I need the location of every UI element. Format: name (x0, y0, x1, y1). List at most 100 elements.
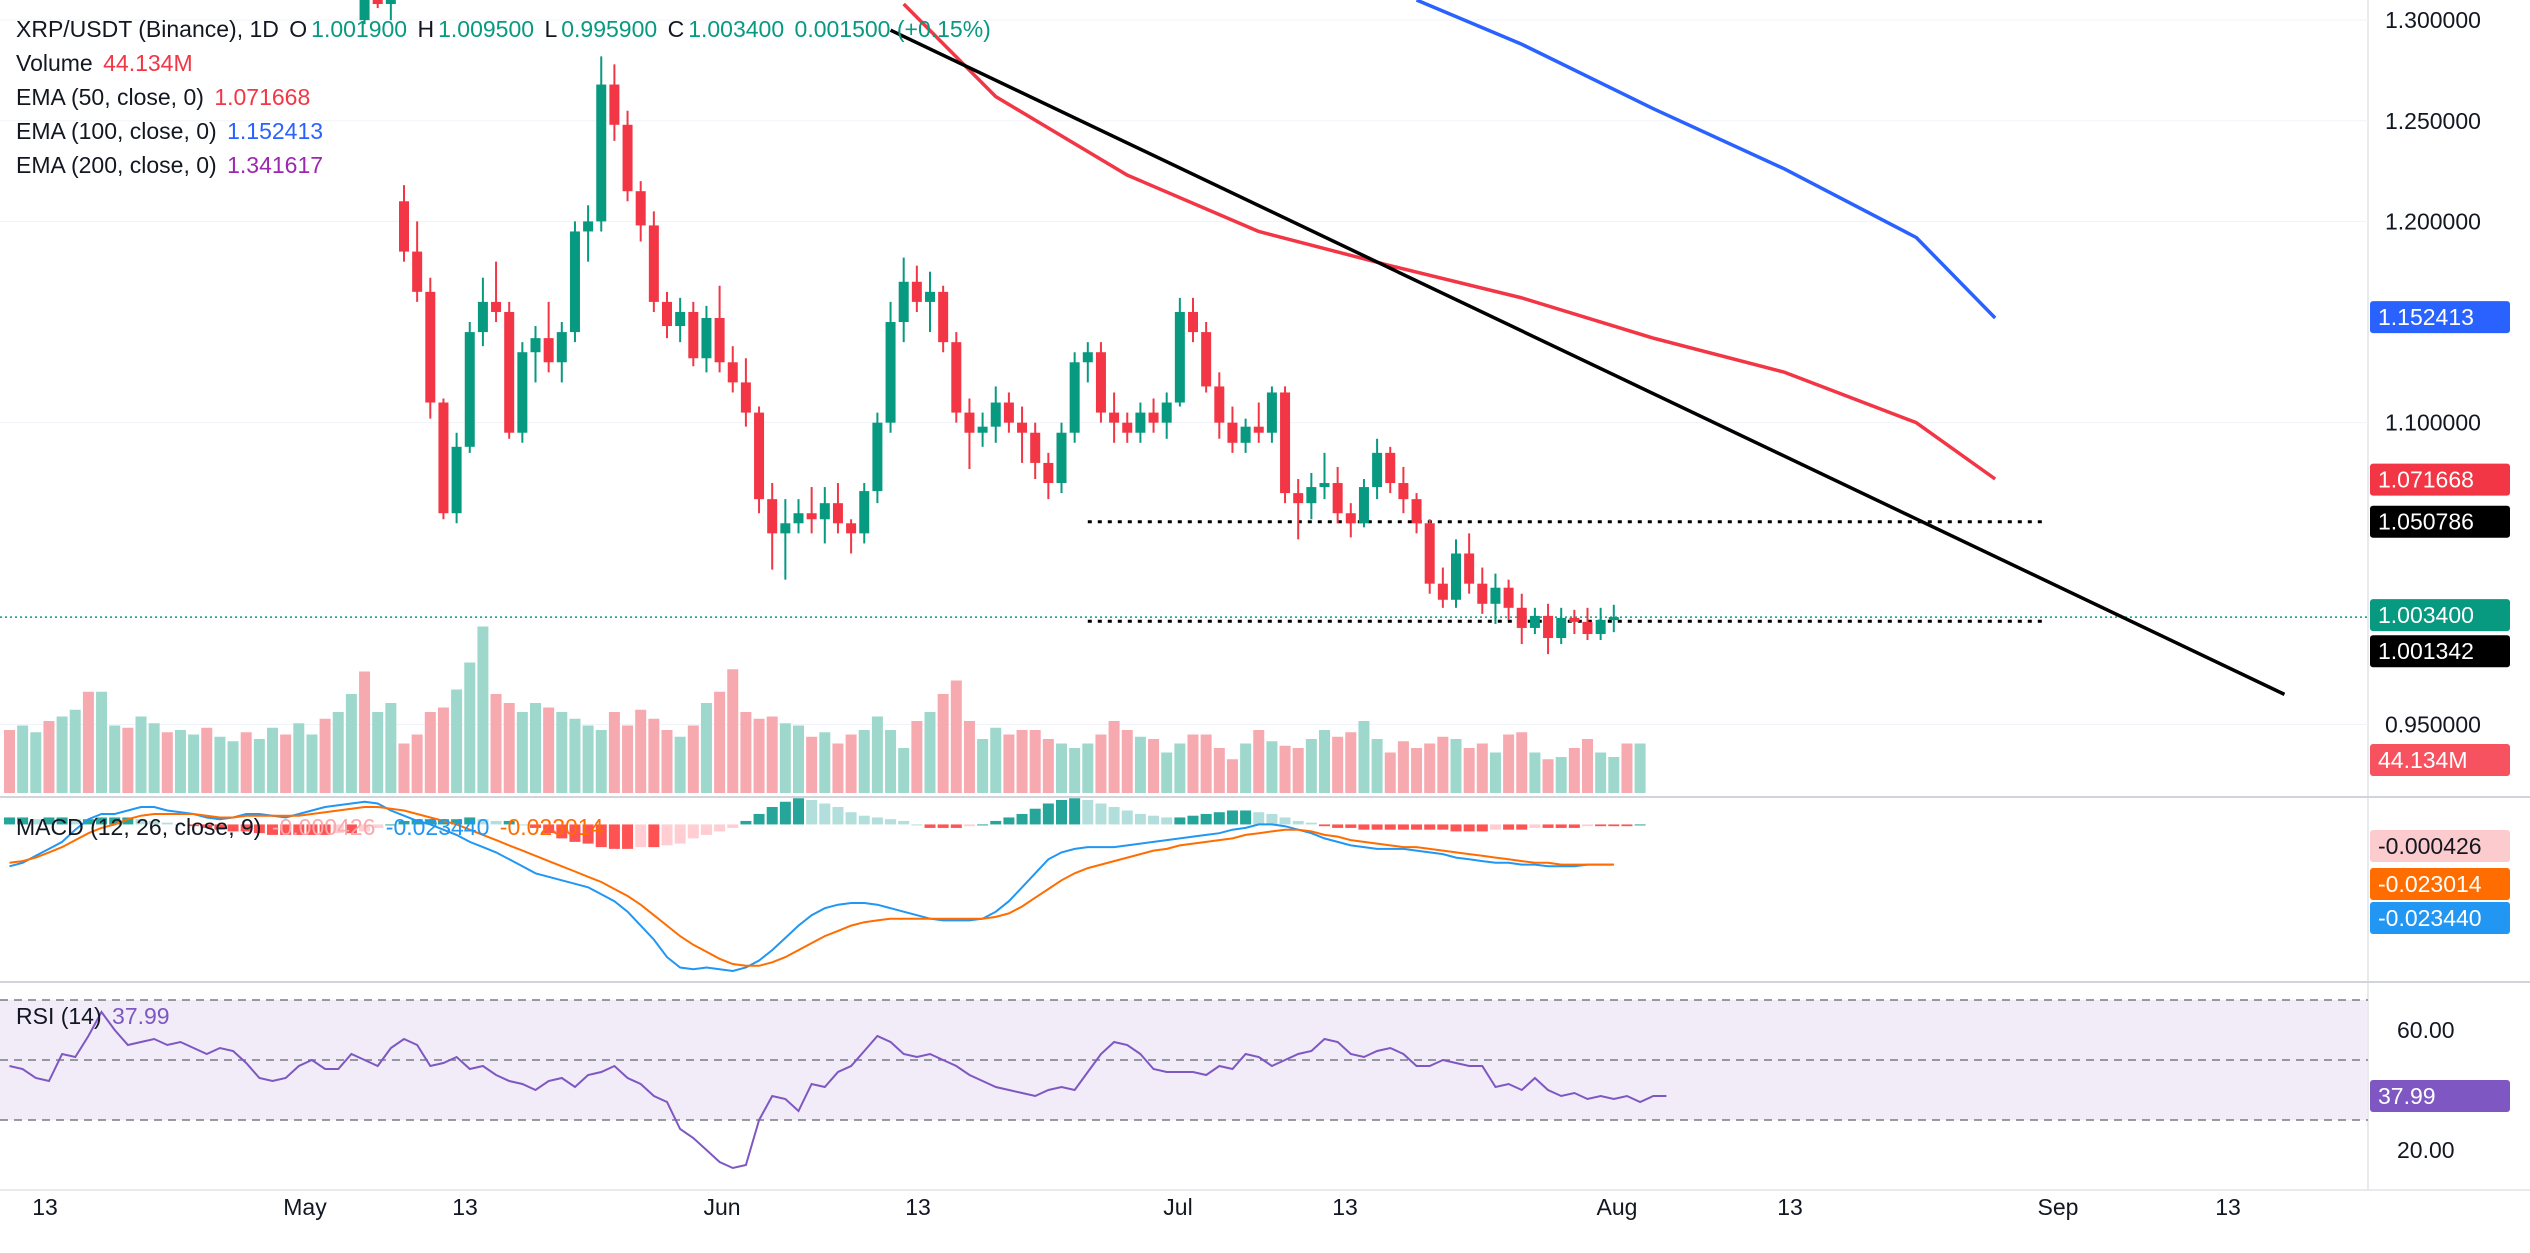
price-badge-bg (2370, 301, 2510, 334)
volume-bar (1292, 748, 1304, 793)
macd-histogram-bar (582, 824, 594, 844)
volume-bar (1450, 739, 1462, 793)
candle-body (1293, 493, 1304, 504)
macd-badge-text: -0.000426 (2378, 833, 2482, 859)
volume-bar (582, 725, 594, 793)
macd-histogram-bar (1345, 824, 1357, 828)
price-badge-text: 1.003400 (2378, 602, 2474, 628)
ema50-label: EMA (50, close, 0) (16, 84, 204, 110)
volume-bar (1108, 721, 1120, 793)
ema100-legend[interactable]: EMA (100, close, 0) 1.152413 (16, 118, 327, 145)
volume-bar (556, 712, 568, 793)
macd-badge-bg (2370, 868, 2510, 900)
volume-bar (950, 680, 962, 793)
price-tick-label: 1.300000 (2385, 7, 2481, 33)
volume-bar (135, 716, 147, 793)
macd-histogram-bar (1108, 806, 1120, 825)
volume-bars (4, 626, 1646, 793)
volume-bar (1134, 736, 1146, 793)
candle-body (491, 301, 502, 312)
symbol-legend: XRP/USDT (Binance), 1D O 1.001900 H 1.0095… (16, 16, 995, 43)
axes: 1.300000 1.250000 1.200000 1.100000 0.950000… (32, 7, 2510, 1220)
macd-histogram-bar (1358, 824, 1370, 830)
candle-body (1214, 386, 1225, 423)
candle-body (1017, 422, 1028, 433)
volume-bar (1424, 743, 1436, 793)
open-value: 1.001900 (311, 16, 408, 42)
macd-legend[interactable]: MACD (12, 26, close, 9) -0.000426 -0.023… (16, 814, 607, 841)
macd-histogram-bar (174, 824, 186, 826)
volume-bar (385, 703, 397, 793)
candle-body (872, 422, 883, 492)
candle-body (1332, 483, 1343, 514)
volume-bar (1042, 739, 1054, 793)
volume-legend[interactable]: Volume 44.134M (16, 50, 197, 77)
candle-body (1188, 311, 1198, 333)
volume-bar (1069, 748, 1081, 793)
rsi-label: RSI (14) (16, 1003, 102, 1029)
volume-bar (17, 725, 29, 793)
macd-histogram-bar (227, 824, 239, 832)
macd-histogram-bar (911, 824, 923, 826)
time-label: 13 (1332, 1194, 1358, 1220)
volume-bar (1595, 752, 1607, 793)
macd-histogram-bar (885, 819, 897, 825)
macd-histogram-bar (1134, 813, 1146, 825)
macd-histogram-bar (267, 824, 278, 835)
rsi-panel (0, 999, 2368, 1170)
candle-body (412, 251, 423, 292)
candle-body (1477, 583, 1488, 604)
macd-histogram-bar (253, 824, 265, 834)
macd-histogram-bar (424, 819, 436, 825)
volume-bar (293, 723, 305, 793)
macd-histogram-bar (530, 824, 541, 828)
candle-body (648, 225, 659, 302)
candle-body (727, 362, 738, 383)
volume-bar (1476, 743, 1488, 793)
price-badge-text: 1.001342 (2378, 638, 2474, 664)
macd-histogram-bar (240, 824, 252, 832)
volume-label: Volume (16, 50, 93, 76)
volume-bar (306, 734, 318, 793)
volume-bar (740, 712, 752, 793)
volume-bar (319, 718, 331, 793)
macd-hist-value: -0.000426 (271, 814, 376, 840)
macd-histogram-bar (1305, 822, 1317, 825)
candle-body (1201, 332, 1212, 387)
volume-bar (793, 725, 804, 793)
ema200-legend[interactable]: EMA (200, close, 0) 1.341617 (16, 152, 327, 179)
close-value: 1.003400 (688, 16, 785, 42)
volume-bar (700, 703, 712, 793)
volume-bar (885, 730, 897, 793)
candle-body (1148, 412, 1159, 423)
candle-body (1319, 483, 1330, 488)
volume-bar (1279, 745, 1291, 793)
macd-histogram-bar (1503, 824, 1515, 830)
candle-body (1095, 352, 1106, 413)
time-label: 13 (452, 1194, 478, 1220)
candle-body (832, 503, 843, 524)
volume-bar (477, 626, 489, 793)
price-badge-bg (2370, 744, 2510, 776)
volume-bar (1384, 752, 1396, 793)
volume-bar (56, 716, 68, 793)
macd-histogram-bar (727, 824, 739, 828)
ema200-value: 1.341617 (227, 152, 324, 178)
ema50-legend[interactable]: EMA (50, close, 0) 1.071668 (16, 84, 314, 111)
macd-histogram-bar (1161, 817, 1173, 825)
macd-histogram-bar (740, 820, 752, 825)
candle-body (1122, 422, 1133, 433)
macd-histogram-bar (1582, 824, 1593, 827)
low-value: 0.995900 (561, 16, 658, 42)
macd-histogram-bar (1082, 800, 1094, 825)
macd-histogram-bar (1029, 808, 1041, 825)
candle-body (1109, 412, 1120, 423)
candle-body (793, 513, 804, 524)
volume-bar (937, 694, 949, 793)
volume-bar (1305, 739, 1317, 793)
volume-bar (1240, 743, 1252, 793)
trendline[interactable] (889, 28, 2286, 696)
volume-bar (766, 716, 778, 793)
rsi-legend[interactable]: RSI (14) 37.99 (16, 1003, 174, 1030)
